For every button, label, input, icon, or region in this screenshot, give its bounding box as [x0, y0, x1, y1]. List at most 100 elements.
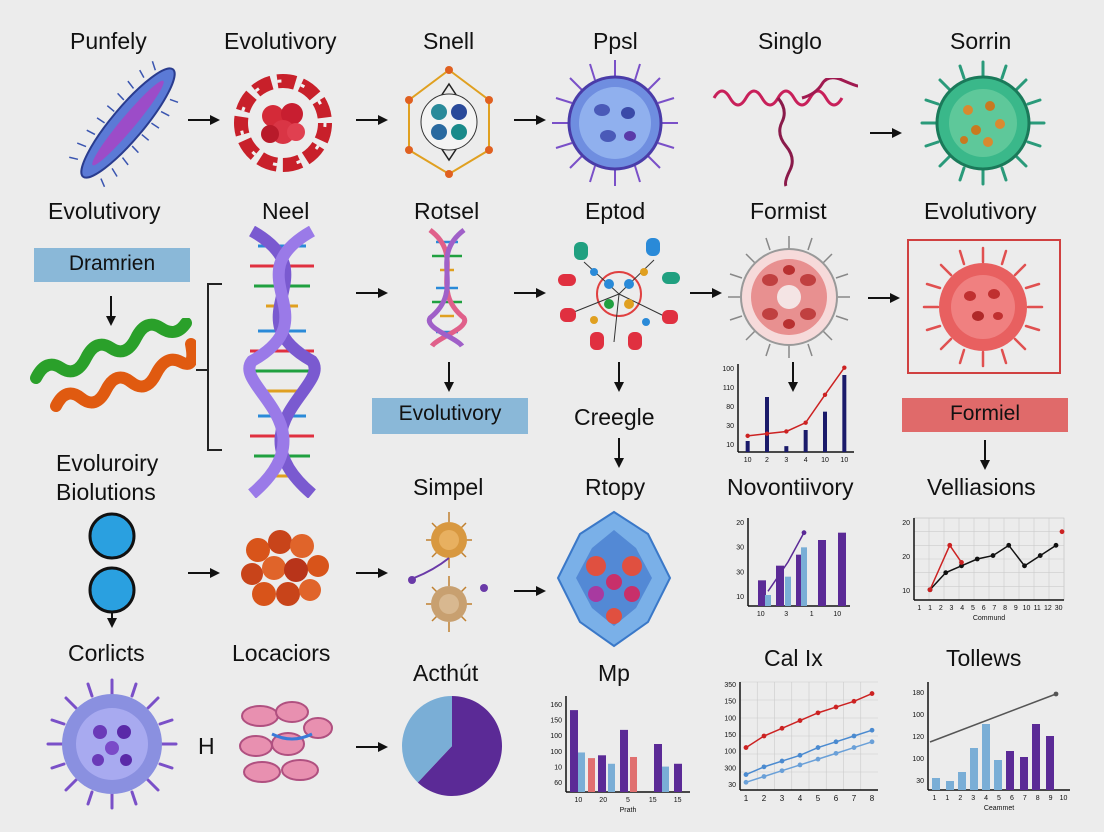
x-tick-label: 3 [971, 795, 975, 802]
protein-ring-illustration [234, 74, 332, 172]
bar-purple [838, 532, 846, 606]
label-r4-c5: Cal Ix [764, 645, 823, 671]
x-tick-label: 2 [765, 457, 769, 464]
highlight-frame [907, 239, 1061, 374]
y-tick-label: 100 [550, 733, 562, 740]
series-blue2-point [869, 739, 875, 745]
bar-purple [776, 565, 784, 606]
x-tick-label: 1 [744, 794, 749, 803]
x-axis-label: Prath [620, 807, 637, 814]
x-tick-label: 6 [982, 605, 986, 612]
bar-purple [620, 729, 628, 792]
label-r1-c2: Evolutivory [224, 28, 337, 54]
arrow-right-icon [356, 568, 388, 578]
bar-blue [946, 781, 954, 790]
box-formiel: Formiel [902, 398, 1068, 432]
series-blue2 [745, 741, 873, 783]
bar-purple [818, 540, 826, 606]
x-tick-label: 2 [939, 605, 943, 612]
small-dna-illustration [426, 228, 468, 348]
arrow-right-icon [356, 288, 388, 298]
trend-point [822, 392, 828, 397]
bar-blue [608, 763, 615, 792]
y-tick-label: 10 [902, 588, 910, 595]
y-tick-label: 30 [726, 423, 734, 430]
series-red-point [743, 745, 749, 750]
x-tick-label: 9 [1049, 795, 1053, 802]
x-tick-label: 2 [958, 795, 962, 802]
arrow-right-icon [514, 586, 546, 596]
x-tick-label: 3 [784, 457, 788, 464]
trend-point [745, 433, 750, 439]
x-tick-label: 10 [821, 457, 829, 464]
y-tick-label: 350 [724, 682, 736, 689]
chart-bar-tollews: 180 100 120 100 30 1 1 2 3 4 5 6 7 8 9 10 Ceammet [912, 682, 1070, 812]
label-r2-c4: Eptod [585, 198, 646, 224]
label-r3-c6: Velliasions [927, 474, 1036, 500]
y-tick-label: 180 [912, 690, 924, 697]
bar-blue [765, 595, 771, 606]
chart-line-calix: 350 150 100 150 100 300 30 1 2 3 4 5 6 7 8 [724, 681, 878, 803]
box-evolutivory: Evolutivory [372, 398, 528, 434]
x-tick-label: 3 [780, 794, 785, 803]
y-tick-label: 100 [724, 749, 736, 756]
y-tick-label: 300 [724, 765, 736, 772]
y-tick-label: 150 [550, 718, 562, 725]
bar [765, 397, 769, 452]
x-tick-label: 6 [834, 794, 839, 803]
arrow-down-icon [788, 362, 798, 392]
x-tick-label: 9 [1014, 605, 1018, 612]
bar-red [588, 758, 595, 792]
series-black-point [974, 556, 980, 562]
x-tick-label: 3 [784, 611, 788, 618]
series-red-point [947, 542, 953, 548]
y-tick-label: 100 [912, 712, 924, 719]
label-creegle: Creegle [574, 404, 655, 430]
series-red [745, 692, 873, 749]
series-black-point [1006, 542, 1012, 548]
label-r3-evoluroiry: Evoluroiry [56, 450, 159, 476]
pie-slice-blue [402, 696, 452, 783]
chart-bar-mp: 160 150 100 100 10 60 10 20 5 15 15 Prath [550, 696, 690, 814]
chart-pie-acthut [402, 696, 502, 796]
arrow-down-icon [106, 296, 116, 326]
bar-purple [598, 755, 606, 792]
bar [745, 441, 750, 452]
series-blue2-point [851, 745, 857, 750]
x-tick-label: 5 [971, 605, 975, 612]
bar-blue [958, 772, 966, 790]
series-blue-point [761, 764, 767, 770]
label-r1-c1: Punfely [70, 28, 147, 54]
bar-blue [578, 752, 585, 792]
bar-red [630, 756, 637, 792]
bar [803, 430, 808, 452]
y-tick-label: 150 [724, 699, 736, 706]
y-tick-label: 10 [554, 764, 562, 771]
series-black-point [1022, 563, 1027, 569]
y-tick-label: 100 [912, 756, 924, 763]
y-tick-label: 10 [736, 594, 744, 601]
x-tick-label: 8 [1036, 795, 1040, 802]
x-tick-label: 11 [1034, 605, 1041, 612]
purple-virus-illustration [46, 678, 178, 810]
trend-point [784, 429, 789, 434]
label-r2-c2: Neel [262, 198, 310, 224]
y-tick-label: 110 [723, 385, 734, 392]
y-tick-label: 150 [724, 732, 736, 739]
series-red-point [761, 733, 767, 739]
trend-point [842, 365, 847, 370]
x-tick-label: 5 [626, 797, 630, 804]
virus-cell-illustration [552, 60, 678, 186]
folded-protein-illustration [30, 318, 196, 412]
tissue-cell-illustration [728, 236, 850, 358]
series-red-point [927, 587, 933, 593]
arrow-down-icon [980, 440, 990, 470]
label-r3-biolutions: Biolutions [56, 479, 156, 505]
protein-strand-illustration [712, 78, 859, 187]
x-tick-label: 1 [917, 605, 921, 612]
x-tick-label: 10 [757, 611, 765, 618]
x-tick-label: 1 [928, 605, 932, 612]
series-blue-point [869, 727, 875, 733]
series-blue-point [851, 733, 857, 739]
